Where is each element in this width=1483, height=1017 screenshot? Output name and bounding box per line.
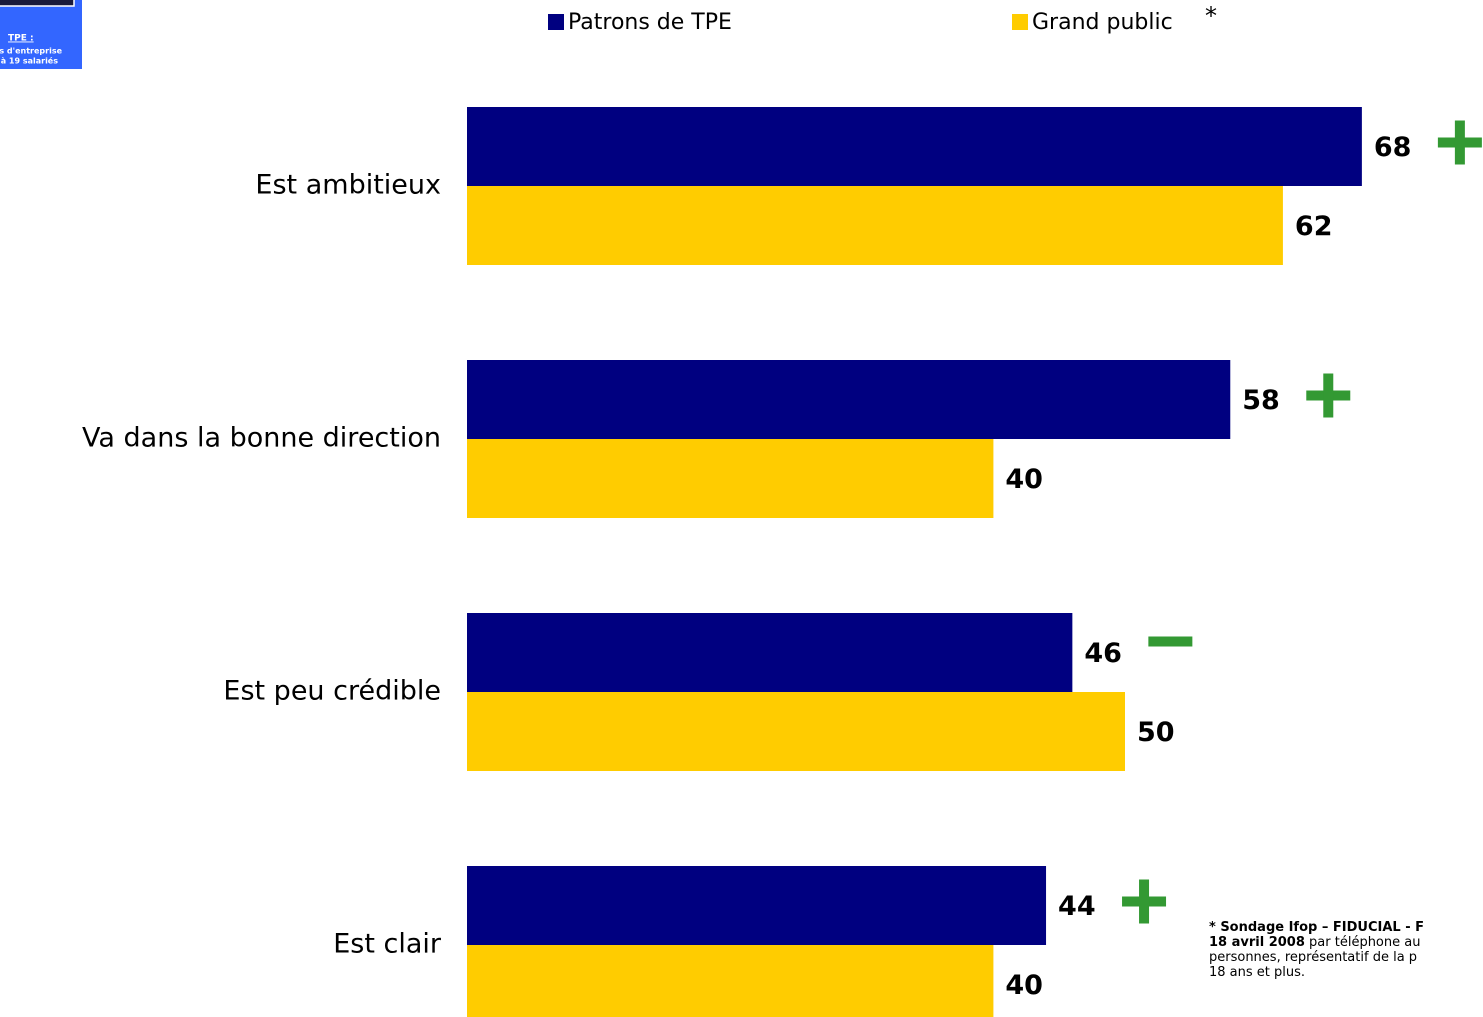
value-label: 62 — [1295, 211, 1333, 242]
bar — [467, 613, 1073, 692]
footnote-text: * Sondage Ifop – FIDUCIAL - F — [1209, 920, 1424, 935]
value-label: 44 — [1058, 891, 1096, 922]
category-label: Est peu crédible — [223, 676, 441, 707]
category-label: Est clair — [333, 929, 442, 960]
value-label: 50 — [1137, 717, 1175, 748]
badge-text: s d'entreprise — [0, 47, 63, 56]
badge-box — [0, 0, 82, 69]
footnote: 18 ans et plus. — [1209, 965, 1305, 980]
value-label: 58 — [1242, 385, 1280, 416]
footnote-text: 18 avril 2008 — [1209, 935, 1305, 950]
significance-sign — [1122, 879, 1167, 924]
badge: TPE : s d'entreprise à 19 salariés — [0, 0, 82, 69]
legend-swatch — [1012, 14, 1028, 30]
bar — [467, 945, 994, 1017]
bar — [467, 360, 1231, 439]
sign-bar — [1139, 879, 1150, 924]
footnote-text: 18 ans et plus. — [1209, 965, 1305, 980]
bar — [467, 692, 1125, 771]
legend-swatch — [548, 14, 564, 30]
badge-text: TPE : — [8, 34, 34, 44]
value-label: 40 — [1005, 464, 1043, 495]
sign-bar — [1454, 120, 1465, 165]
footnote: * Sondage Ifop – FIDUCIAL - F — [1209, 920, 1424, 935]
footnote: personnes, représentatif de la p — [1209, 950, 1417, 965]
legend-note: * — [1205, 2, 1217, 30]
value-label: 40 — [1005, 970, 1043, 1001]
category-label: Va dans la bonne direction — [82, 423, 441, 454]
badge-image — [0, 0, 75, 7]
legend-label: Patrons de TPE — [568, 10, 732, 35]
footnote-text: par téléphone au — [1305, 935, 1421, 950]
sign-bar — [1323, 373, 1334, 418]
legend-label: Grand public — [1032, 10, 1173, 35]
footnote: 18 avril 2008 par téléphone au — [1209, 935, 1420, 950]
sign-bar — [1148, 636, 1193, 647]
bar — [467, 186, 1283, 265]
value-label: 68 — [1374, 132, 1412, 163]
bar — [467, 439, 994, 518]
bar — [467, 866, 1047, 945]
significance-sign — [1306, 373, 1351, 418]
value-label: 46 — [1084, 638, 1122, 669]
category-label: Est ambitieux — [255, 170, 441, 201]
bar — [467, 107, 1362, 186]
footnote-text: personnes, représentatif de la p — [1209, 950, 1417, 965]
badge-text: à 19 salariés — [1, 56, 59, 66]
significance-sign — [1148, 636, 1193, 647]
significance-sign — [1437, 120, 1482, 165]
